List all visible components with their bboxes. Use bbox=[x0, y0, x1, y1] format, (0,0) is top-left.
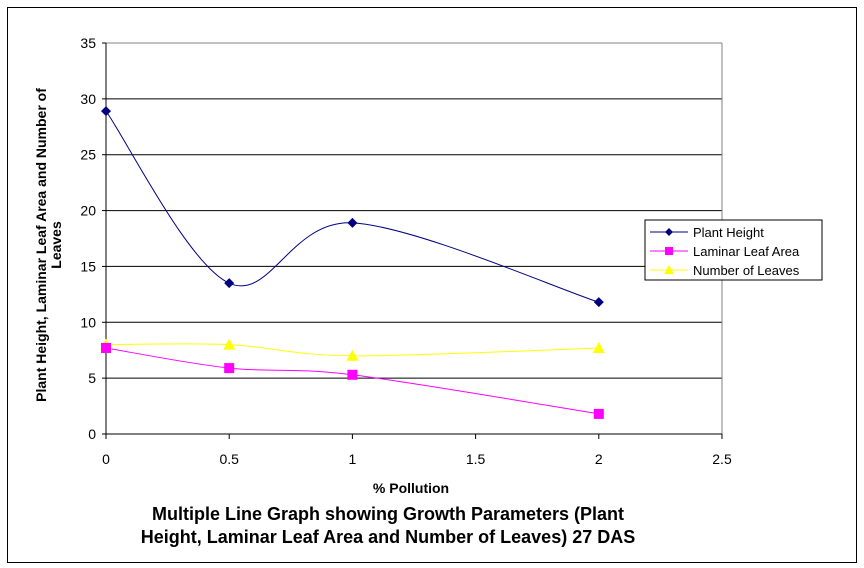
y-tick-label: 10 bbox=[80, 314, 96, 330]
y-axis-title: Plant Height, Laminar Leaf Area and Numb… bbox=[33, 88, 64, 402]
axes bbox=[102, 42, 723, 439]
y-tick-label: 20 bbox=[80, 203, 96, 219]
legend-marker-diamond-icon bbox=[665, 228, 673, 236]
data-point-number-of-leaves bbox=[223, 338, 236, 350]
x-axis-title: % Pollution bbox=[373, 480, 449, 496]
series-markers bbox=[100, 106, 605, 419]
y-tick-label: 5 bbox=[88, 370, 96, 386]
y-tick-label: 30 bbox=[80, 91, 96, 107]
legend-label: Plant Height bbox=[693, 225, 764, 240]
legend-item: Number of Leaves bbox=[650, 263, 800, 278]
chart-title-line-2: Height, Laminar Leaf Area and Number of … bbox=[141, 527, 635, 547]
y-tick-label: 0 bbox=[88, 426, 96, 442]
legend-marker-triangle-icon bbox=[664, 265, 674, 274]
x-tick-label: 1 bbox=[349, 451, 357, 467]
x-tick-label: 2 bbox=[595, 451, 603, 467]
data-point-plant-height bbox=[593, 297, 604, 308]
data-point-laminar-leaf-area bbox=[593, 408, 604, 419]
y-tick-labels: 0 5 10 15 20 25 30 35 bbox=[80, 35, 96, 442]
x-tick-labels: 0 0.5 1 1.5 2 2.5 bbox=[102, 451, 732, 467]
data-point-plant-height bbox=[101, 106, 111, 117]
y-tick-label: 25 bbox=[80, 147, 96, 163]
y-axis-title-line-2: Leaves bbox=[48, 221, 64, 269]
y-tick-label: 15 bbox=[80, 258, 96, 274]
x-tick-label: 0 bbox=[102, 451, 110, 467]
data-point-plant-height bbox=[347, 217, 358, 228]
data-point-laminar-leaf-area bbox=[347, 369, 358, 380]
legend-label: Laminar Leaf Area bbox=[693, 244, 800, 259]
series-line-plant-height bbox=[105, 110, 599, 303]
data-point-plant-height bbox=[224, 278, 235, 289]
series-line-laminar-leaf-area bbox=[105, 347, 599, 415]
chart-title-line-1: Multiple Line Graph showing Growth Param… bbox=[152, 504, 624, 524]
chart-frame bbox=[7, 7, 857, 563]
data-point-laminar-leaf-area bbox=[224, 363, 235, 374]
legend: Plant Height Laminar Leaf Area Number of L… bbox=[644, 219, 823, 281]
data-point-laminar-leaf-area bbox=[101, 342, 111, 353]
legend-item: Plant Height bbox=[650, 225, 764, 240]
legend-marker-square-icon bbox=[665, 247, 673, 255]
y-axis-title-line-1: Plant Height, Laminar Leaf Area and Numb… bbox=[33, 88, 49, 402]
legend-label: Number of Leaves bbox=[693, 263, 800, 278]
series-line-number-of-leaves bbox=[105, 343, 599, 357]
y-tick-label: 35 bbox=[80, 35, 96, 51]
x-tick-label: 1.5 bbox=[466, 451, 486, 467]
x-tick-label: 0.5 bbox=[219, 451, 239, 467]
data-point-number-of-leaves bbox=[346, 349, 359, 361]
x-tick-label: 2.5 bbox=[712, 451, 732, 467]
legend-item: Laminar Leaf Area bbox=[650, 244, 800, 259]
series-lines bbox=[105, 110, 599, 415]
data-point-number-of-leaves bbox=[592, 341, 605, 353]
gridlines bbox=[106, 98, 722, 379]
